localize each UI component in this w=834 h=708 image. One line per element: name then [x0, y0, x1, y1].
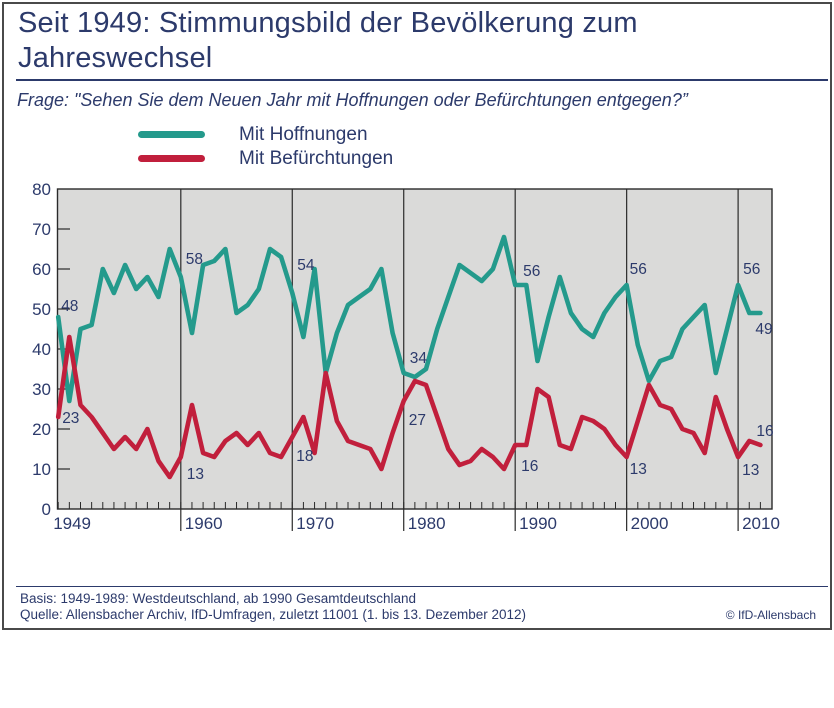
- y-axis-label: 10: [32, 460, 51, 479]
- x-axis-label: 2000: [631, 514, 669, 533]
- y-axis-label: 20: [32, 420, 51, 439]
- x-axis-label: 1949: [53, 514, 91, 533]
- data-label-fear-2000: 13: [630, 461, 647, 478]
- survey-question: Frage: "Sehen Sie dem Neuen Jahr mit Hof…: [17, 90, 688, 110]
- x-axis-label: 1980: [408, 514, 446, 533]
- title-underline: [16, 79, 828, 81]
- legend-item-hope: Mit Hoffnungen: [138, 125, 368, 144]
- page-title: Seit 1949: Stimmungsbild der Bevölkerung…: [18, 7, 638, 75]
- y-axis-label: 60: [32, 260, 51, 279]
- legend-item-fear: Mit Befürchtungen: [138, 149, 393, 168]
- x-axis-label: 1970: [296, 514, 334, 533]
- x-axis-label: 1960: [185, 514, 223, 533]
- data-label-hope-1990: 56: [523, 263, 540, 280]
- y-axis-label: 40: [32, 340, 51, 359]
- data-label-hope-1980: 34: [410, 350, 428, 367]
- data-label-fear-1990: 16: [521, 458, 538, 475]
- hope-line: [55, 234, 763, 404]
- footer-divider: [16, 586, 828, 587]
- data-label-fear-1960: 13: [187, 466, 204, 483]
- sentiment-line-chart: 0 10 20 30 40 50 60 70 80 1949 1960 1970 1980 1990 200…: [32, 180, 780, 533]
- y-axis-labels: 0 10 20 30 40 50 60 70 80: [32, 180, 51, 519]
- y-axis-label: 80: [32, 180, 51, 199]
- x-axis-year-ticks: [57, 502, 761, 509]
- value-annotations: 48 23 58 13 54 18 34 27 56 16 56 13 56 13 49 16: [61, 251, 773, 483]
- footer-quelle: Quelle: Allensbacher Archiv, IfD-Umfrage…: [20, 607, 526, 622]
- data-label-fear-1970: 18: [296, 448, 313, 465]
- plot-area: [57, 189, 772, 509]
- data-label-fear-2012: 16: [756, 423, 773, 440]
- data-label-hope-2010: 56: [743, 261, 760, 278]
- legend-label-hope: Mit Hoffnungen: [239, 124, 368, 145]
- decade-gridlines: [180, 189, 739, 531]
- data-label-fear-2010: 13: [742, 462, 759, 479]
- data-label-hope-2000: 56: [630, 261, 647, 278]
- data-label-fear-1980: 27: [409, 412, 426, 429]
- hope-line-swatch: [138, 131, 205, 138]
- legend-label-fear: Mit Befürchtungen: [239, 148, 394, 169]
- y-axis-label: 0: [42, 500, 51, 519]
- y-axis-label: 50: [32, 300, 51, 319]
- plot-border: [56, 188, 773, 510]
- fear-line: [55, 334, 763, 480]
- footer-basis: Basis: 1949-1989: Westdeutschland, ab 19…: [20, 591, 417, 606]
- data-label-fear-1949: 23: [62, 410, 79, 427]
- data-label-hope-1949: 48: [61, 298, 78, 315]
- x-axis-label: 2010: [742, 514, 780, 533]
- fear-line-swatch: [138, 155, 205, 162]
- data-label-hope-1960: 58: [186, 251, 203, 268]
- y-axis-label: 70: [32, 220, 51, 239]
- x-axis-labels: 1949 1960 1970 1980 1990 2000 2010: [53, 514, 780, 533]
- x-axis-label: 1990: [519, 514, 557, 533]
- data-label-hope-2012: 49: [755, 321, 772, 338]
- data-label-hope-1970: 54: [297, 257, 315, 274]
- y-axis-label: 30: [32, 380, 51, 399]
- footer-copyright: © IfD-Allensbach: [725, 608, 816, 622]
